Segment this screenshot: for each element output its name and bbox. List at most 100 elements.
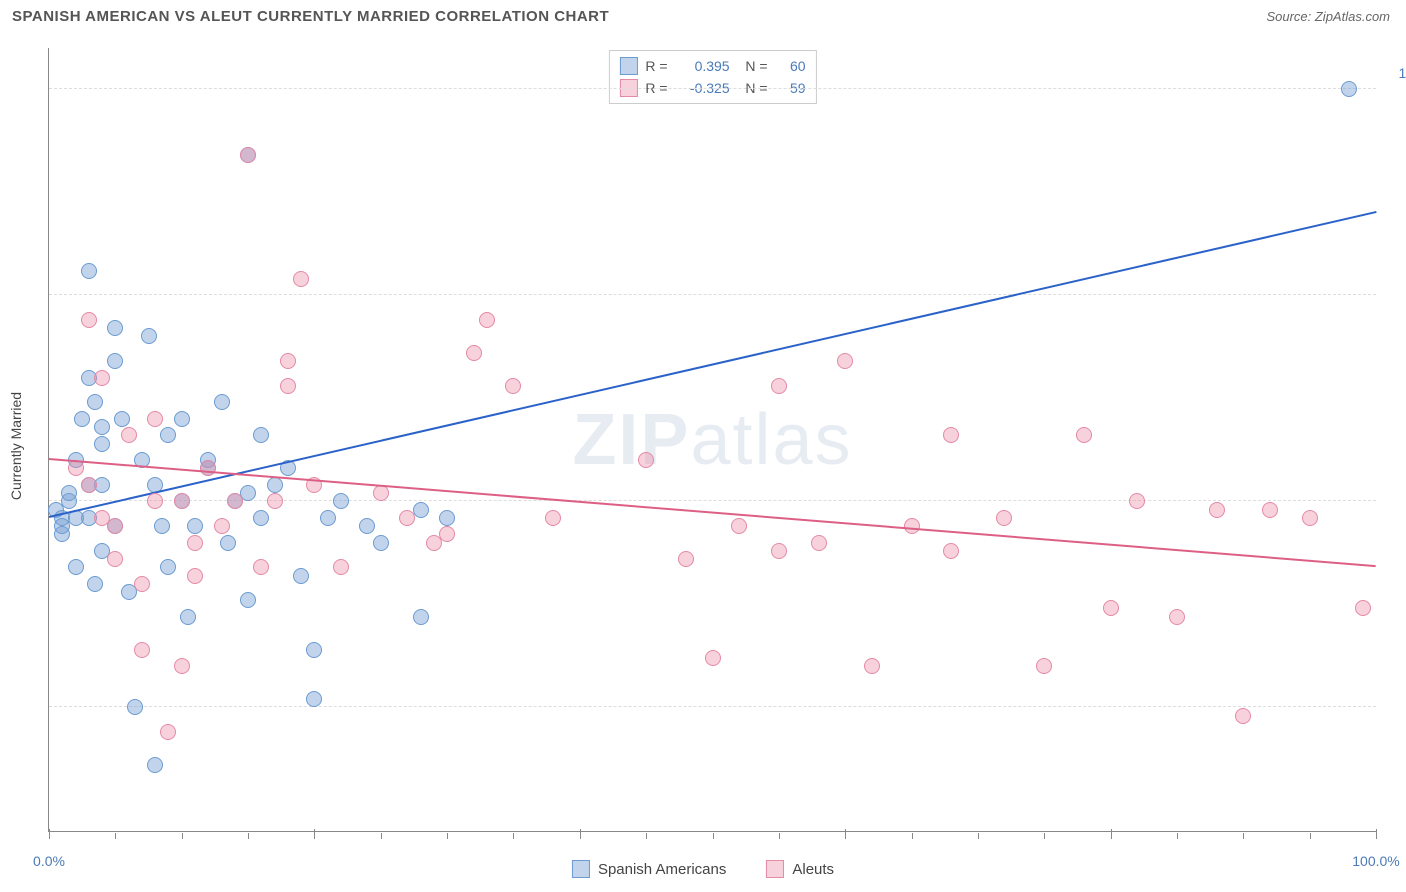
correlation-legend: R =0.395 N =60R =-0.325 N =59 (608, 50, 816, 104)
source-attribution: Source: ZipAtlas.com (1266, 9, 1390, 24)
trend-line (49, 458, 1376, 567)
x-tick (1376, 829, 1377, 839)
legend-swatch (619, 57, 637, 75)
data-point (306, 642, 322, 658)
data-point (267, 493, 283, 509)
data-point (1076, 427, 1092, 443)
data-point (320, 510, 336, 526)
data-point (1341, 81, 1357, 97)
x-tick (1310, 833, 1311, 839)
data-point (333, 493, 349, 509)
data-point (771, 543, 787, 559)
data-point (731, 518, 747, 534)
data-point (373, 485, 389, 501)
data-point (267, 477, 283, 493)
data-point (107, 353, 123, 369)
legend-item: Spanish Americans (572, 860, 726, 878)
data-point (134, 642, 150, 658)
data-point (214, 518, 230, 534)
chart-title: SPANISH AMERICAN VS ALEUT CURRENTLY MARR… (12, 8, 609, 25)
data-point (160, 724, 176, 740)
data-point (214, 394, 230, 410)
x-tick-label: 0.0% (33, 853, 65, 869)
data-point (180, 609, 196, 625)
data-point (220, 535, 236, 551)
data-point (1129, 493, 1145, 509)
scatter-chart: ZIPatlas R =0.395 N =60R =-0.325 N =59 2… (48, 48, 1376, 832)
data-point (174, 658, 190, 674)
data-point (293, 271, 309, 287)
data-point (466, 345, 482, 361)
data-point (333, 559, 349, 575)
data-point (81, 477, 97, 493)
data-point (114, 411, 130, 427)
legend-label: Spanish Americans (598, 861, 726, 878)
data-point (705, 650, 721, 666)
data-point (68, 460, 84, 476)
data-point (227, 493, 243, 509)
data-point (1209, 502, 1225, 518)
data-point (160, 427, 176, 443)
data-point (94, 436, 110, 452)
x-tick (845, 829, 846, 839)
x-tick (447, 833, 448, 839)
data-point (359, 518, 375, 534)
data-point (174, 493, 190, 509)
x-tick (1111, 829, 1112, 839)
data-point (187, 568, 203, 584)
x-tick (49, 829, 50, 839)
data-point (240, 147, 256, 163)
x-tick (713, 833, 714, 839)
data-point (107, 518, 123, 534)
data-point (68, 559, 84, 575)
data-point (678, 551, 694, 567)
legend-swatch (766, 860, 784, 878)
data-point (837, 353, 853, 369)
data-point (306, 691, 322, 707)
legend-n-value: 60 (776, 58, 806, 74)
x-tick (580, 829, 581, 839)
data-point (1262, 502, 1278, 518)
x-tick (1177, 833, 1178, 839)
data-point (771, 378, 787, 394)
x-tick (779, 833, 780, 839)
data-point (107, 320, 123, 336)
data-point (147, 411, 163, 427)
watermark: ZIPatlas (572, 399, 852, 481)
x-tick (912, 833, 913, 839)
data-point (479, 312, 495, 328)
data-point (280, 378, 296, 394)
data-point (545, 510, 561, 526)
data-point (147, 493, 163, 509)
data-point (240, 592, 256, 608)
data-point (160, 559, 176, 575)
data-point (439, 526, 455, 542)
y-tick-label: 75.0% (1386, 271, 1406, 287)
data-point (87, 576, 103, 592)
grid-line (49, 88, 1376, 89)
x-tick (1243, 833, 1244, 839)
legend-stat-label: R = (645, 58, 667, 74)
data-point (904, 518, 920, 534)
x-tick (1044, 833, 1045, 839)
data-point (74, 411, 90, 427)
data-point (94, 419, 110, 435)
data-point (134, 576, 150, 592)
data-point (200, 460, 216, 476)
data-point (141, 328, 157, 344)
data-point (505, 378, 521, 394)
legend-row: R =0.395 N =60 (619, 55, 805, 77)
data-point (81, 263, 97, 279)
y-tick-label: 50.0% (1386, 477, 1406, 493)
data-point (147, 757, 163, 773)
data-point (943, 543, 959, 559)
data-point (187, 535, 203, 551)
x-tick (646, 833, 647, 839)
data-point (1103, 600, 1119, 616)
data-point (253, 559, 269, 575)
data-point (187, 518, 203, 534)
legend-r-value: 0.395 (676, 58, 730, 74)
data-point (174, 411, 190, 427)
data-point (439, 510, 455, 526)
data-point (1235, 708, 1251, 724)
